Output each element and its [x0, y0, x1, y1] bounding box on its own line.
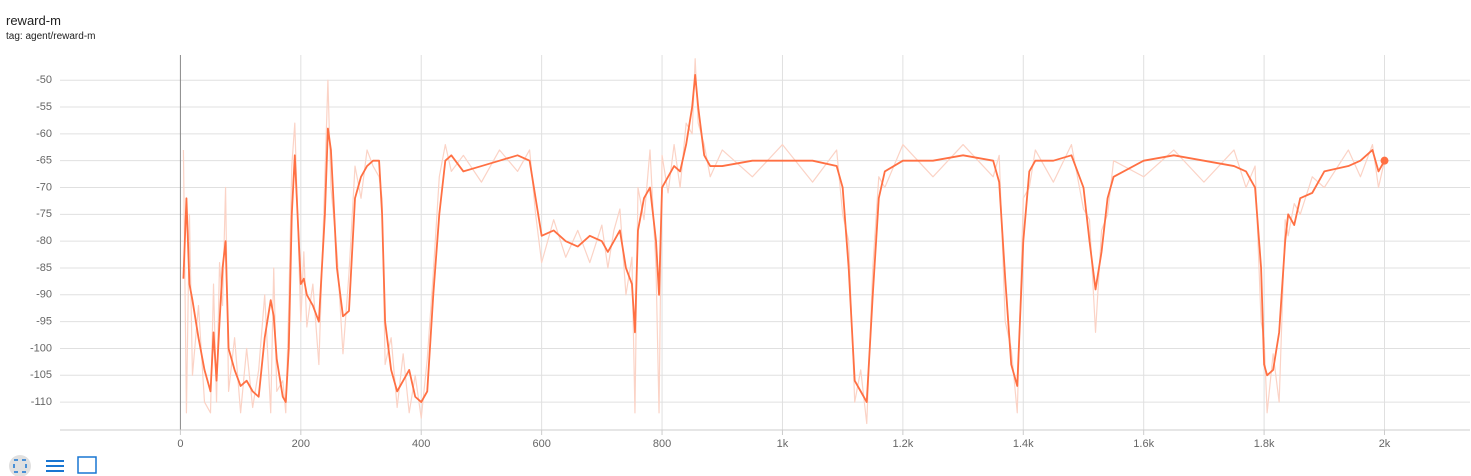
x-tick-label: 1k [777, 438, 789, 450]
x-tick-label: 600 [532, 438, 550, 450]
y-tick-label: -55 [36, 101, 52, 113]
x-tick-label: 1.8k [1254, 438, 1275, 450]
x-tick-label: 1.6k [1133, 438, 1154, 450]
x-tick-label: 2k [1379, 438, 1391, 450]
y-tick-label: -75 [36, 208, 52, 220]
y-tick-label: -70 [36, 181, 52, 193]
y-tick-label: -85 [36, 262, 52, 274]
chart-subtitle: tag: agent/reward-m [6, 31, 96, 42]
y-tick-label: -110 [31, 396, 52, 408]
y-tick-label: -80 [36, 235, 52, 247]
x-tick-label: 200 [292, 438, 310, 450]
chart-title: reward-m [6, 13, 61, 28]
series-line [182, 73, 1386, 404]
x-tick-label: 0 [177, 438, 183, 450]
y-tick-label: -95 [36, 316, 52, 328]
toolbar [9, 455, 97, 476]
x-tick-label: 400 [412, 438, 430, 450]
chart: -110 -105 -100 -95 -90 -85 -80 -75 -70 -65 -60 -55 -… [30, 55, 1470, 450]
y-tick-label: -100 [30, 342, 52, 354]
y-tick-label: -105 [30, 369, 52, 381]
zoom-icon[interactable] [77, 456, 97, 474]
x-tick-label: 1.2k [892, 438, 913, 450]
y-tick-label: -50 [36, 74, 52, 86]
y-tick-label: -60 [36, 128, 52, 140]
toolbar-bg [9, 455, 31, 476]
series-line [182, 58, 1386, 425]
last-point [1380, 156, 1389, 165]
y-tick-label: -65 [36, 155, 52, 167]
log-icon[interactable] [46, 460, 64, 472]
fit-icon[interactable] [13, 459, 27, 473]
x-tick-label: 800 [653, 438, 671, 450]
y-tick-label: -90 [36, 289, 52, 301]
x-tick-label: 1.4k [1013, 438, 1034, 450]
